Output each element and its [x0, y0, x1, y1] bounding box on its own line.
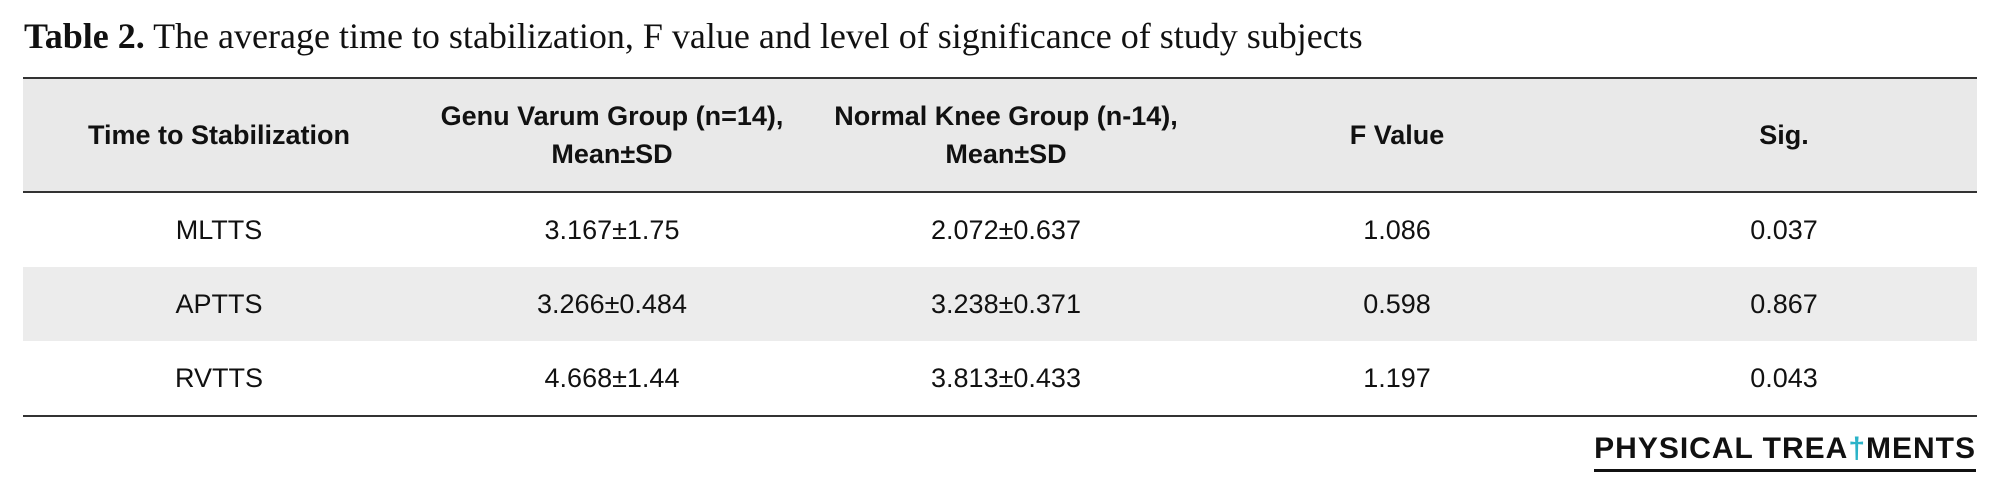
table-cell: 3.266±0.484 [537, 288, 687, 319]
table-cell: MLTTS [175, 214, 263, 245]
table-header-row: Time to Stabilization Genu Varum Group (… [23, 79, 1977, 193]
journal-logo-text-start: PHYSICAL TREA [1594, 432, 1849, 465]
column-header-sig: Sig. [1759, 120, 1809, 150]
table-cell: APTTS [175, 288, 263, 319]
table-caption-label: Table 2. [24, 16, 145, 56]
table-caption-text: The average time to stabilization, F val… [144, 16, 1363, 56]
table-cell: 4.668±1.44 [544, 362, 680, 393]
table-cell: RVTTS [174, 362, 263, 393]
table-cell: 0.867 [1750, 288, 1818, 319]
table-caption: Table 2. The average time to stabilizati… [24, 12, 1363, 60]
journal-logo-figure-icon: † [1848, 432, 1866, 465]
table-cell: 3.813±0.433 [931, 362, 1081, 393]
table-row: MLTTS 3.167±1.75 2.072±0.637 1.086 0.037 [23, 193, 1977, 267]
table-cell: 2.072±0.637 [931, 214, 1081, 245]
column-header-f-value: F Value [1349, 120, 1445, 150]
table-row: APTTS 3.266±0.484 3.238±0.371 0.598 0.86… [23, 267, 1977, 341]
table-cell: 0.598 [1363, 288, 1431, 319]
results-table: Time to Stabilization Genu Varum Group (… [23, 77, 1977, 417]
column-header-time-to-stabilization: Time to Stabilization [87, 120, 351, 150]
table-cell: 3.238±0.371 [931, 288, 1081, 319]
table-cell: 1.086 [1363, 214, 1431, 245]
journal-logo: PHYSICAL TREA†MENTS [1594, 431, 1976, 472]
table-cell: 1.197 [1363, 362, 1431, 393]
table-cell: 0.037 [1750, 214, 1818, 245]
table-cell: 0.043 [1750, 362, 1818, 393]
table-row: RVTTS 4.668±1.44 3.813±0.433 1.197 0.043 [23, 341, 1977, 415]
table-cell: 3.167±1.75 [544, 214, 680, 245]
column-header-genu-varum-group: Genu Varum Group (n=14), Mean±SD [440, 101, 784, 169]
journal-logo-text-end: MENTS [1866, 432, 1976, 465]
column-header-normal-knee-group: Normal Knee Group (n-14), Mean±SD [834, 101, 1178, 169]
